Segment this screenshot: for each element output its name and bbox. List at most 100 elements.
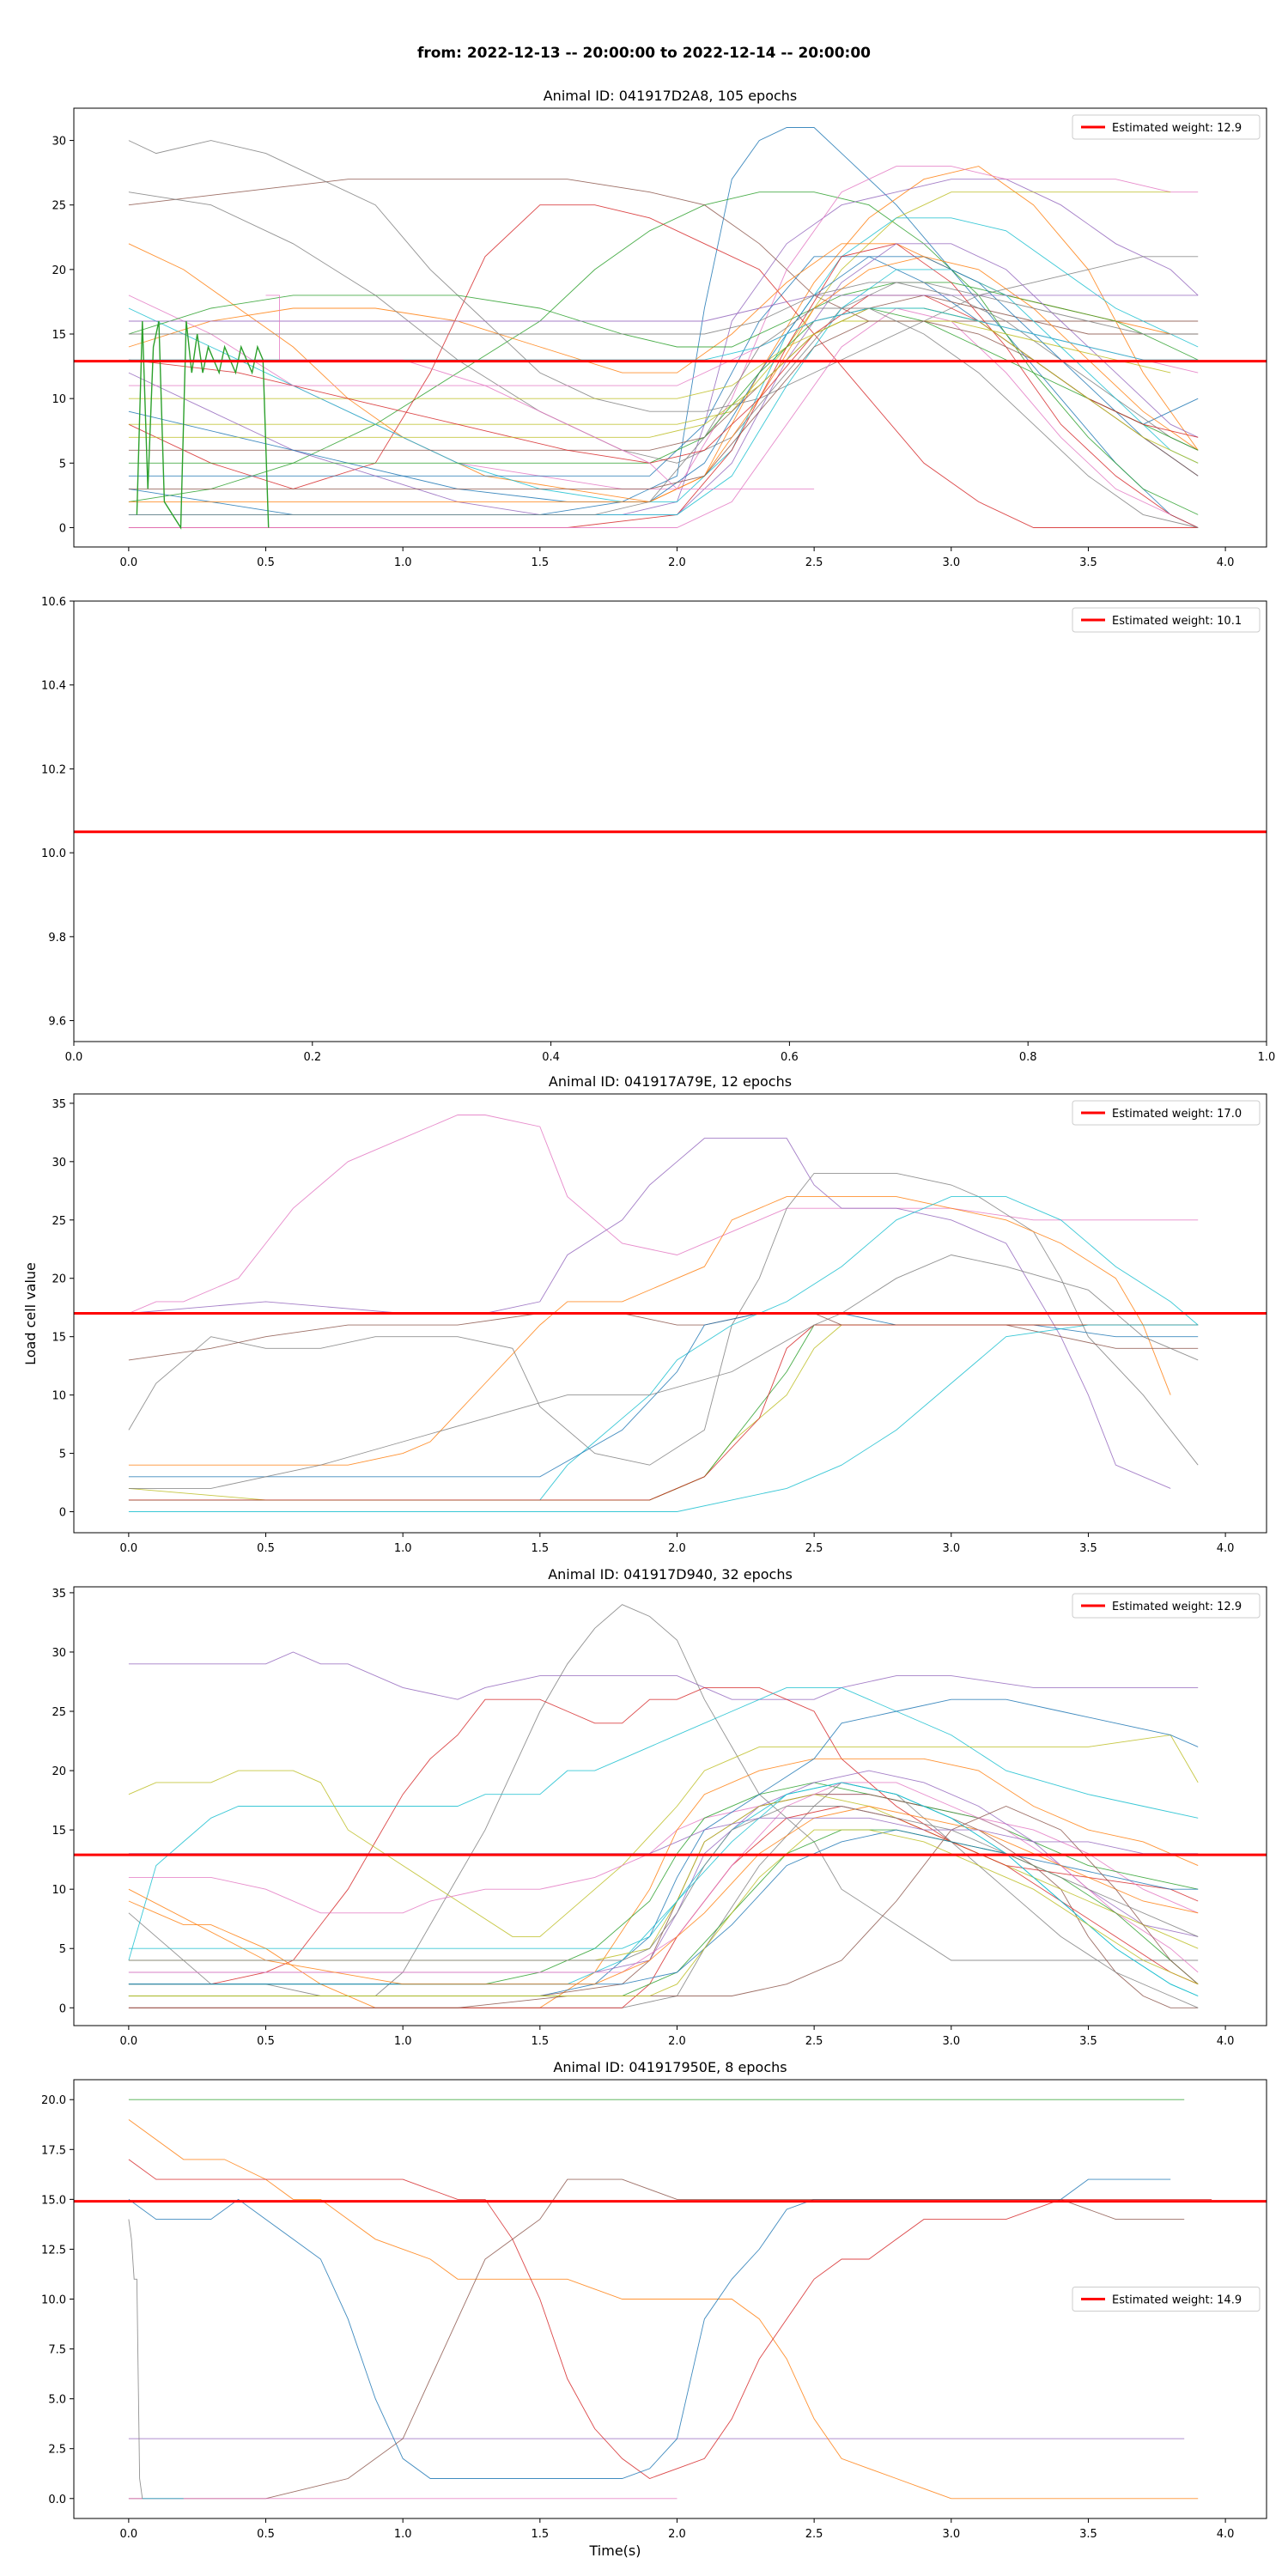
- epoch-line-19: [128, 1806, 1199, 1985]
- x-tick-label: 3.0: [942, 2528, 960, 2541]
- x-tick-label: 2.0: [668, 1542, 686, 1555]
- epoch-line-1: [128, 1651, 1199, 1700]
- y-tick-label: 20: [52, 264, 66, 277]
- y-tick-label: 20: [52, 1273, 66, 1286]
- epoch-line-28: [128, 282, 1199, 335]
- y-tick-label: 10: [52, 1884, 66, 1897]
- legend-box: [1072, 607, 1261, 633]
- legend-box: [1072, 114, 1261, 140]
- legend-label: Estimated weight: 14.9: [1112, 2294, 1242, 2307]
- epoch-line-17: [128, 307, 1171, 528]
- x-tick-label: 0.8: [1019, 1051, 1037, 1064]
- y-tick-label: 17.5: [41, 2144, 66, 2157]
- epoch-line-7: [128, 1758, 1199, 2008]
- legend-label: Estimated weight: 10.1: [1112, 615, 1242, 628]
- y-tick-label: 7.5: [48, 2344, 66, 2357]
- x-tick-label: 3.5: [1079, 2528, 1097, 2541]
- y-tick-label: 0.0: [48, 2494, 66, 2506]
- x-tick-label: 2.0: [668, 2528, 686, 2541]
- chart-panel-3: 0.0 0.5 1.0 1.5 2.0 2.5 3.0 3.5 4.0 0 5 10 15 20 25 30 3…: [52, 1073, 1267, 1555]
- epoch-line-9: [128, 2219, 143, 2499]
- epoch-line-10: [128, 1324, 1199, 1501]
- legend-box: [1072, 2287, 1261, 2312]
- x-tick-label: 1.0: [394, 1542, 412, 1555]
- epoch-line-10: [128, 1794, 1199, 2008]
- x-tick-label: 4.0: [1217, 556, 1235, 569]
- x-tick-label: 0.0: [120, 2035, 138, 2048]
- epoch-line-3: [128, 1138, 1171, 1489]
- x-tick-label: 1.5: [531, 2528, 549, 2541]
- x-tick-label: 2.5: [805, 556, 823, 569]
- epoch-noise-line-1: [136, 320, 270, 530]
- epoch-line-20: [128, 1806, 1199, 2008]
- epoch-line-3: [128, 191, 1199, 515]
- y-tick-label: 12.5: [41, 2244, 66, 2257]
- plot-area-background: [74, 601, 1267, 1042]
- epoch-line-6: [128, 2178, 1185, 2500]
- axes-frame: [73, 600, 1267, 1042]
- x-tick-label: 2.0: [668, 556, 686, 569]
- y-tick-label: 20.0: [41, 2094, 66, 2107]
- epoch-line-8: [128, 140, 1199, 412]
- x-tick-label: 3.0: [942, 2035, 960, 2048]
- chart-title: Animal ID: 041917A79E, 12 epochs: [549, 1073, 792, 1090]
- x-axis-label: Time(s): [589, 2543, 641, 2559]
- y-tick-label: 9.8: [48, 932, 66, 945]
- y-tick-label: 5: [59, 1449, 66, 1461]
- legend-label: Estimated weight: 17.0: [1112, 1108, 1242, 1121]
- axes-frame: [73, 1093, 1267, 1534]
- y-tick-label: 10: [52, 1390, 66, 1403]
- epoch-line-2: [128, 1604, 1199, 1996]
- y-tick-label: 25: [52, 1215, 66, 1228]
- x-tick-label: 3.5: [1079, 1542, 1097, 1555]
- y-tick-label: 0: [59, 522, 66, 535]
- epoch-line-4: [128, 1196, 1171, 1466]
- axes-frame: [73, 1586, 1267, 2026]
- x-tick-label: 0.0: [120, 556, 138, 569]
- chart-title: Animal ID: 041917D2A8, 105 epochs: [544, 88, 798, 104]
- y-tick-label: 20: [52, 1765, 66, 1778]
- x-tick-label: 1.5: [531, 556, 549, 569]
- epoch-line-5: [128, 1735, 1199, 1937]
- x-tick-label: 3.5: [1079, 2035, 1097, 2048]
- x-tick-label: 3.0: [942, 1542, 960, 1555]
- chart-panel-1: 0.0 0.5 1.0 1.5 2.0 2.5 3.0 3.5 4.0 0 5 10 15 20 25 30 A…: [52, 88, 1267, 569]
- x-tick-label: 1.0: [1258, 1051, 1276, 1064]
- y-tick-label: 15: [52, 1825, 66, 1838]
- epoch-line-32: [128, 307, 1199, 528]
- legend-label: Estimated weight: 12.9: [1112, 122, 1242, 135]
- legend-box: [1072, 1100, 1261, 1126]
- epoch-line-4: [128, 1686, 1199, 1961]
- chart-panel-5: 0.0 0.5 1.0 1.5 2.0 2.5 3.0 3.5 4.0 0.0 2.5 5.0 7.5 1…: [41, 2059, 1267, 2541]
- axes-frame: [73, 107, 1267, 548]
- y-tick-label: 15: [52, 329, 66, 342]
- data-layer: [74, 127, 1267, 530]
- chart-panel-4: 0.0 0.5 1.0 1.5 2.0 2.5 3.0 3.5 4.0 0 5 10 15 20 25 30 3…: [52, 1566, 1267, 2048]
- x-tick-label: 2.5: [805, 2528, 823, 2541]
- legend-label: Estimated weight: 12.9: [1112, 1601, 1242, 1613]
- y-tick-label: 35: [52, 1588, 66, 1601]
- x-tick-label: 2.0: [668, 2035, 686, 2048]
- x-tick-label: 4.0: [1217, 2528, 1235, 2541]
- figure-suptitle: from: 2022-12-13 -- 20:00:00 to 2022-12-…: [416, 45, 872, 62]
- y-tick-label: 30: [52, 1647, 66, 1660]
- x-tick-label: 3.0: [942, 556, 960, 569]
- x-tick-label: 0.5: [257, 1542, 275, 1555]
- y-tick-label: 0: [59, 1507, 66, 1520]
- chart-title: Animal ID: 041917D940, 32 epochs: [548, 1566, 793, 1583]
- x-tick-label: 3.5: [1079, 556, 1097, 569]
- data-layer: [74, 2099, 1267, 2500]
- epoch-line-18: [128, 191, 1199, 464]
- y-tick-label: 10.4: [41, 680, 66, 693]
- y-tick-label: 15.0: [41, 2194, 66, 2207]
- epoch-line-2: [128, 1172, 1199, 1466]
- y-tick-label: 5.0: [48, 2394, 66, 2407]
- data-layer: [74, 1115, 1267, 1512]
- x-tick-label: 1.5: [531, 1542, 549, 1555]
- x-tick-label: 1.5: [531, 2035, 549, 2048]
- epoch-line-31: [265, 295, 815, 489]
- epoch-line-22: [128, 1782, 1199, 1996]
- legend-box: [1072, 1593, 1261, 1619]
- x-tick-label: 0.5: [257, 556, 275, 569]
- x-tick-label: 1.0: [394, 2035, 412, 2048]
